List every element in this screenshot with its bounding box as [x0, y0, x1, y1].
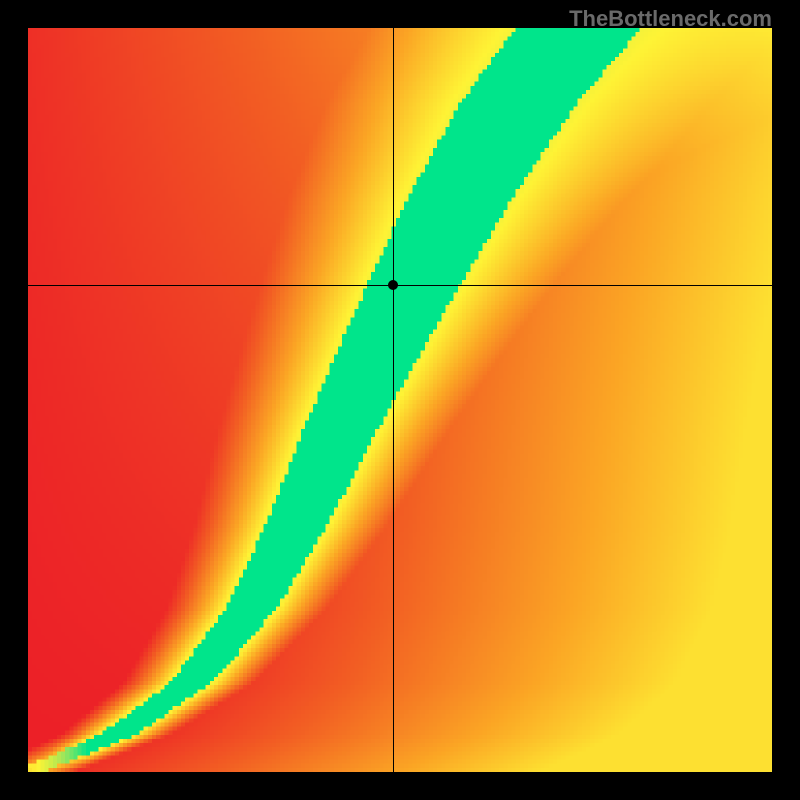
crosshair-vertical	[393, 28, 394, 772]
heatmap-canvas	[28, 28, 772, 772]
crosshair-horizontal	[28, 285, 772, 286]
intersection-marker	[388, 280, 398, 290]
watermark-text: TheBottleneck.com	[569, 6, 772, 32]
heatmap-plot	[28, 28, 772, 772]
